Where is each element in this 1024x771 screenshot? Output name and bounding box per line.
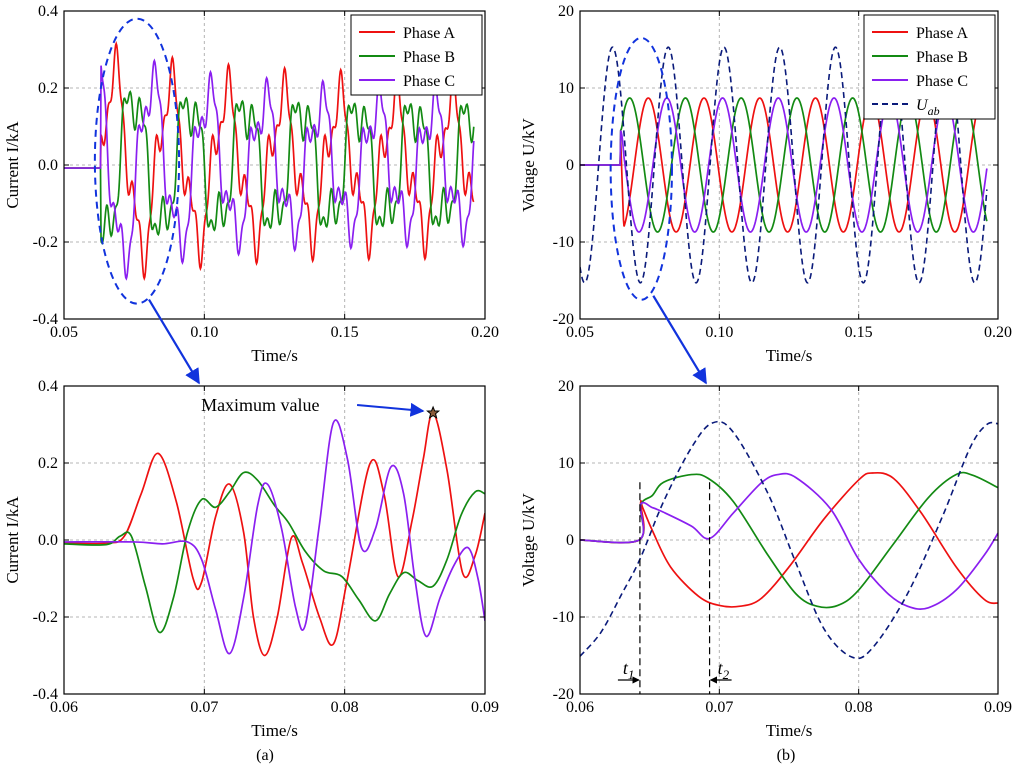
y-tick-label: -10 — [553, 234, 574, 251]
y-tick-label: 10 — [558, 455, 574, 472]
x-tick-label: 0.20 — [471, 324, 499, 341]
x-tick-label: 0.05 — [50, 324, 78, 341]
x-tick-label: 0.07 — [705, 699, 733, 716]
legend-label: Phase B — [916, 49, 968, 66]
series-line-uab — [580, 46, 988, 284]
highlight-ellipse — [93, 17, 181, 305]
voltage-overview-series — [580, 46, 988, 284]
series-line-a — [64, 40, 475, 282]
y-tick-label: -0.2 — [33, 609, 58, 626]
y-tick-label: -0.4 — [33, 686, 58, 703]
series-line-b — [580, 471, 998, 609]
y-tick-label: 20 — [558, 3, 574, 20]
x-tick-label: 0.10 — [190, 324, 218, 341]
time-marker-label-1: t1 — [623, 658, 635, 682]
legend: Phase A Phase B Phase C — [350, 14, 483, 96]
legend-label: Phase C — [403, 73, 455, 90]
y-tick-label: 0.2 — [38, 80, 58, 97]
zoom-arrow-voltage — [652, 295, 707, 385]
x-tick-label: 0.10 — [705, 324, 733, 341]
y-tick-label: 20 — [558, 378, 574, 395]
y-tick-label: -20 — [553, 686, 574, 703]
legend-label: Uab — [916, 97, 940, 118]
series-line-c — [64, 58, 475, 281]
series-line-b — [580, 97, 988, 233]
x-tick-label: 0.06 — [50, 699, 78, 716]
maximum-star-marker — [426, 405, 441, 419]
y-tick-label: -0.4 — [33, 311, 58, 328]
y-tick-label: 0 — [566, 532, 574, 549]
y-axis-label: Current I/kA — [3, 121, 22, 209]
y-axis-label: Current I/kA — [3, 496, 22, 584]
legend-label: Phase C — [916, 73, 968, 90]
series-line-c — [64, 419, 485, 655]
y-axis-label: Voltage U/kV — [519, 117, 538, 211]
series-line-b — [64, 90, 475, 245]
x-axis-label: Time/s — [766, 721, 813, 740]
series-line-b — [64, 471, 485, 634]
x-tick-label: 0.15 — [331, 324, 359, 341]
series-line-c — [580, 472, 998, 610]
highlight-ellipse — [609, 36, 673, 301]
series-line-a — [580, 97, 988, 233]
x-tick-label: 0.05 — [566, 324, 594, 341]
legend-label: Phase A — [916, 25, 968, 42]
x-axis-label: Time/s — [251, 721, 298, 740]
x-tick-label: 0.08 — [845, 699, 873, 716]
series-line-c — [580, 97, 988, 233]
voltage-zoom-chart: 0.06 0.07 0.08 0.09 -20 -10 0 10 20 Time/s Voltage… — [519, 378, 1012, 740]
y-tick-label: 0.0 — [38, 532, 58, 549]
y-tick-label: -10 — [553, 609, 574, 626]
y-tick-label: -0.2 — [33, 234, 58, 251]
series-line-a — [64, 412, 485, 657]
y-tick-label: 0 — [566, 157, 574, 174]
current-overview-series — [64, 40, 475, 282]
legend: Phase A Phase B Phase C Uab — [863, 14, 996, 120]
current-overview-chart: 0.05 0.10 0.15 0.20 -0.4 -0.2 0.0 0.2 0.4 Time/s C… — [3, 3, 499, 365]
x-tick-label: 0.07 — [190, 699, 218, 716]
y-tick-label: 0.4 — [38, 3, 58, 20]
legend-label: Phase B — [403, 49, 455, 66]
x-tick-label: 0.15 — [845, 324, 873, 341]
zoom-arrow-current — [148, 299, 200, 385]
y-tick-label: -20 — [553, 311, 574, 328]
x-axis-label: Time/s — [766, 346, 813, 365]
current-zoom-series — [64, 412, 485, 657]
x-tick-label: 0.20 — [984, 324, 1012, 341]
x-tick-label: 0.09 — [984, 699, 1012, 716]
y-tick-label: 0.2 — [38, 455, 58, 472]
maximum-value-label: Maximum value — [201, 395, 319, 415]
x-tick-label: 0.08 — [331, 699, 359, 716]
maximum-value-arrow — [356, 402, 425, 417]
subfigure-label-b: (b) — [777, 747, 796, 764]
time-marker-label-2: t2 — [718, 658, 730, 682]
y-tick-label: 0.4 — [38, 378, 58, 395]
zoom-link-arrows — [148, 295, 707, 385]
legend-label: Phase A — [403, 25, 455, 42]
subfigure-label-a: (a) — [256, 747, 274, 764]
x-tick-label: 0.09 — [471, 699, 499, 716]
y-tick-label: 10 — [558, 80, 574, 97]
y-axis-label: Voltage U/kV — [519, 492, 538, 586]
chart-panels: 0.05 0.10 0.15 0.20-0.4-0.20.00.20.4Time/sC… — [3, 3, 1012, 740]
series-line-a — [580, 471, 998, 608]
voltage-overview-chart: 0.05 0.10 0.15 0.20 -20 -10 0 10 20 Time/s Voltage… — [519, 3, 1012, 365]
current-zoom-chart: 0.06 0.07 0.08 0.09 -0.4 -0.2 0.0 0.2 0.4 Time/s C… — [3, 378, 499, 740]
x-tick-label: 0.06 — [566, 699, 594, 716]
x-axis-label: Time/s — [251, 346, 298, 365]
y-tick-label: 0.0 — [38, 157, 58, 174]
